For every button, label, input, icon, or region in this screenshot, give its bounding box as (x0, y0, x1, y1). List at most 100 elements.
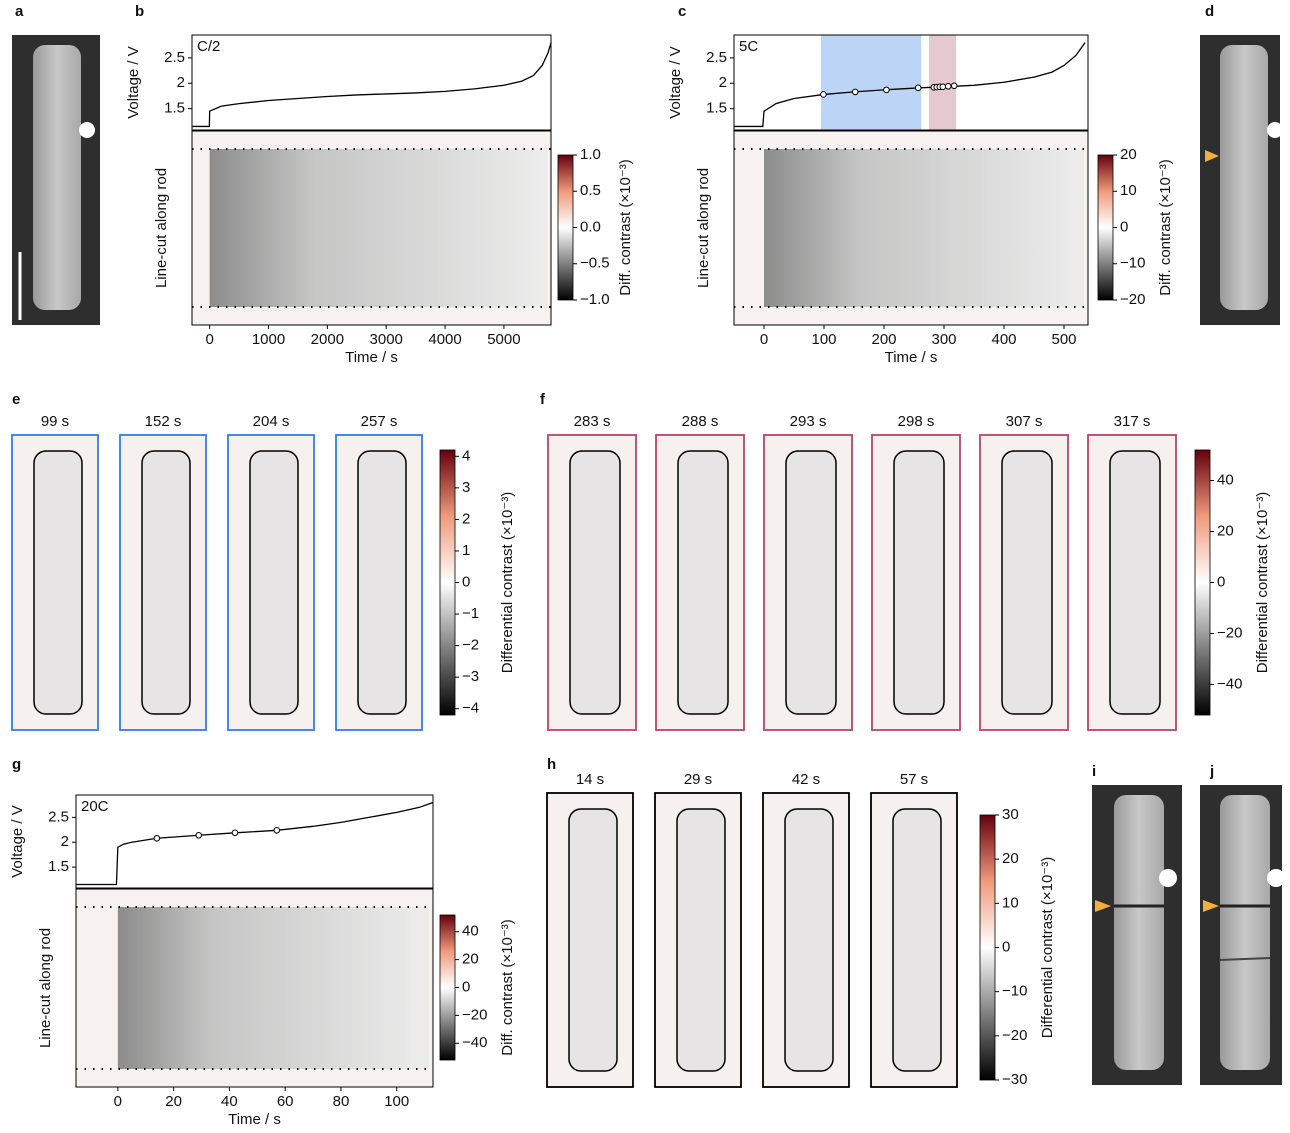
x-axis-label: Time / s (345, 349, 398, 366)
y-tick-label: 2 (177, 74, 185, 91)
x-tick-label: 2000 (311, 331, 344, 348)
colorbar-label: Diff. contrast (×10⁻³) (617, 159, 634, 295)
x-tick-label: 60 (277, 1093, 294, 1110)
y-tick-label: 2.5 (706, 49, 727, 66)
colorbar-tick-label: 4 (462, 447, 470, 464)
colorbar-tick-label: −30 (1002, 1071, 1027, 1088)
colorbar-tick-label: 1 (462, 542, 470, 559)
marker (945, 84, 951, 90)
x-tick-label: 4000 (428, 331, 461, 348)
x-tick-label: 5000 (487, 331, 520, 348)
frame-title: 152 s (145, 413, 182, 430)
voltage-line (76, 802, 433, 884)
y-tick-label: 2 (719, 74, 727, 91)
annotation: 20C (81, 798, 109, 815)
panel-letter: h (547, 756, 556, 773)
colorbar-tick-label: 0.5 (580, 182, 601, 199)
colorbar-tick-label: 0 (1002, 938, 1010, 955)
frame-title: 283 s (574, 413, 611, 430)
panel-letter: i (1092, 763, 1096, 780)
x-tick-label: 0 (205, 331, 213, 348)
x-tick-label: 300 (931, 331, 956, 348)
frame-title: 288 s (682, 413, 719, 430)
x-tick-label: 40 (221, 1093, 238, 1110)
x-tick-label: 1000 (252, 331, 285, 348)
colorbar-tick-label: 3 (462, 479, 470, 496)
y-axis-label: Voltage / V (667, 46, 684, 119)
frame-title: 14 s (576, 771, 604, 788)
y-tick-label: 1.5 (164, 100, 185, 117)
x-tick-label: 80 (333, 1093, 350, 1110)
colorbar-tick-label: 10 (1002, 894, 1019, 911)
colorbar-tick-label: −20 (462, 1006, 487, 1023)
colorbar-tick-label: 0.0 (580, 218, 601, 235)
colorbar-tick-label: −0.5 (580, 255, 610, 272)
colorbar (440, 450, 455, 715)
marker (915, 85, 921, 91)
x-axis-label: Time / s (885, 349, 938, 366)
x-tick-label: 200 (871, 331, 896, 348)
y-axis-label: Line-cut along rod (37, 928, 54, 1048)
rod-outline (677, 809, 725, 1071)
colorbar (1098, 155, 1113, 300)
colorbar-label: Differential contrast (×10⁻³) (1039, 857, 1056, 1038)
colorbar-tick-label: 40 (462, 923, 479, 940)
frame-title: 204 s (253, 413, 290, 430)
colorbar-tick-label: 20 (462, 951, 479, 968)
colorbar-tick-label: 0 (1217, 573, 1225, 590)
frame-title: 293 s (790, 413, 827, 430)
colorbar-tick-label: 0 (462, 573, 470, 590)
panel-letter: c (678, 3, 686, 20)
y-axis-label: Voltage / V (125, 46, 142, 119)
rod-outline (250, 451, 298, 714)
colorbar-tick-label: 20 (1217, 523, 1234, 540)
colorbar-label: Differential contrast (×10⁻³) (499, 492, 516, 673)
marker (884, 87, 890, 93)
marker (196, 832, 202, 838)
panel-letter: f (540, 391, 546, 408)
colorbar-tick-label: 0 (1120, 218, 1128, 235)
axes-frame (76, 795, 433, 888)
colorbar-tick-label: −1 (462, 605, 479, 622)
colorbar-tick-label: −20 (1002, 1027, 1027, 1044)
rod-outline (142, 451, 190, 714)
panel-letter: j (1209, 763, 1214, 780)
rod-outline (894, 451, 944, 714)
highlight-span (821, 35, 921, 130)
photo (1200, 785, 1285, 1085)
colorbar-label: Diff. contrast (×10⁻³) (1157, 159, 1174, 295)
colorbar-label: Diff. contrast (×10⁻³) (499, 919, 516, 1055)
marker (852, 89, 858, 95)
photo (12, 35, 100, 325)
axes-frame (192, 35, 551, 130)
y-tick-label: 1.5 (706, 100, 727, 117)
colorbar (980, 815, 995, 1080)
marker (951, 83, 957, 89)
marker (821, 92, 827, 98)
frame-title: 317 s (1114, 413, 1151, 430)
frame-title: 99 s (41, 413, 69, 430)
rod-outline (569, 809, 617, 1071)
colorbar-tick-label: 40 (1217, 472, 1234, 489)
x-tick-label: 3000 (370, 331, 403, 348)
colorbar (440, 915, 455, 1060)
colorbar-tick-label: 0 (462, 978, 470, 995)
marker (940, 84, 946, 90)
frame-title: 57 s (900, 771, 928, 788)
colorbar-tick-label: 20 (1120, 146, 1137, 163)
marker (154, 835, 160, 841)
colorbar-tick-label: −20 (1120, 291, 1145, 308)
colorbar-tick-label: −40 (1217, 675, 1242, 692)
rod-outline (893, 809, 941, 1071)
colorbar-tick-label: −3 (462, 668, 479, 685)
panel-letter: d (1205, 3, 1214, 20)
marker (232, 830, 238, 836)
x-tick-label: 400 (991, 331, 1016, 348)
photo (1200, 35, 1283, 325)
colorbar-tick-label: −2 (462, 637, 479, 654)
frame-title: 257 s (361, 413, 398, 430)
annotation: 5C (739, 38, 758, 55)
voltage-line (192, 43, 551, 127)
kymograph (118, 907, 429, 1069)
annotation: C/2 (197, 38, 220, 55)
